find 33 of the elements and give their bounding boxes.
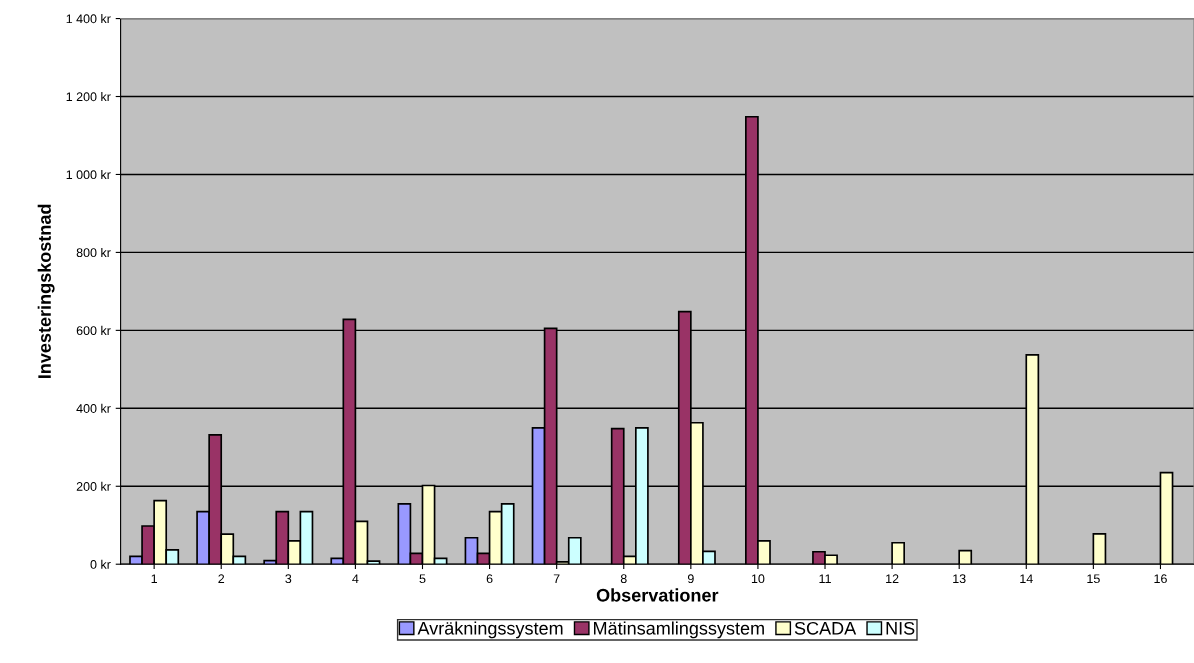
x-tick-label: 12 xyxy=(886,574,899,583)
legend-label: SCADA xyxy=(794,621,857,635)
y-axis-title: Investeringskostnad xyxy=(37,204,55,378)
y-tick-label: 1 400 kr xyxy=(66,14,111,24)
x-tick-label: 8 xyxy=(620,574,627,584)
x-tick-label: 5 xyxy=(419,574,426,584)
legend-label: Avräkningssystem xyxy=(417,621,563,639)
x-tick-label: 14 xyxy=(1020,574,1033,583)
x-axis-title: Observationer xyxy=(596,588,719,602)
x-tick-label: 13 xyxy=(953,574,966,584)
bar xyxy=(1092,532,1107,565)
x-tick-label: 9 xyxy=(687,574,694,584)
y-tick-label: 1 000 kr xyxy=(66,169,111,180)
bar xyxy=(958,549,973,565)
legend-label: NIS xyxy=(886,621,915,635)
y-tick-label: 400 kr xyxy=(76,403,111,413)
x-tick-label: 3 xyxy=(285,574,292,584)
x-tick-label: 15 xyxy=(1087,574,1100,584)
x-tick-label: 2 xyxy=(218,574,225,583)
y-tick-label: 800 kr xyxy=(76,247,111,258)
x-tick-label: 7 xyxy=(553,574,560,583)
y-tick-label: 600 kr xyxy=(76,325,111,336)
legend-label: Mätinsamlingssystem xyxy=(594,621,764,639)
x-tick-label: 10 xyxy=(751,574,765,584)
y-tick-label: 1 200 kr xyxy=(66,91,111,102)
x-tick-label: 4 xyxy=(352,574,359,583)
x-tick-label: 6 xyxy=(486,574,493,584)
y-tick-label: 0 kr xyxy=(90,559,111,569)
y-tick-label: 200 kr xyxy=(76,481,111,491)
x-tick-label: 1 xyxy=(151,574,157,583)
x-tick-label: 11 xyxy=(819,574,831,583)
bar xyxy=(891,541,906,565)
x-tick-label: 16 xyxy=(1154,574,1167,584)
